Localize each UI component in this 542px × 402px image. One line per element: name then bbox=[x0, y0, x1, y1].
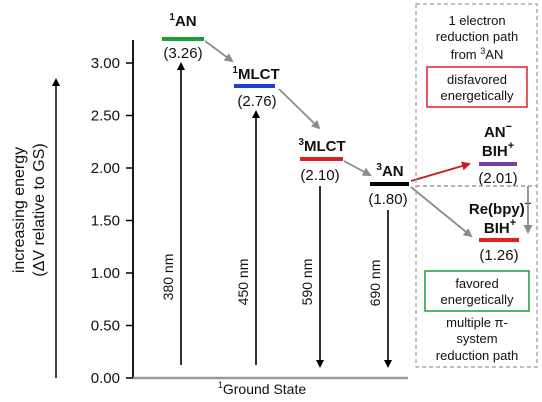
disfavored-line2: energetically bbox=[441, 88, 514, 103]
isc-arrow-3mlct-to-3an bbox=[343, 160, 372, 176]
bottom-caption-line3: reduction path bbox=[436, 348, 518, 363]
wavelength-label-380: 380 nm bbox=[160, 254, 176, 301]
level-label-re-bih-line2: BIH+ bbox=[484, 217, 516, 237]
reduction-arrow-3an-to-re-bih bbox=[410, 186, 473, 238]
level-value-1an: (3.26) bbox=[163, 45, 202, 62]
y-axis-ticks bbox=[126, 62, 133, 379]
bottom-panel-caption: multiple π- system reduction path bbox=[436, 315, 518, 363]
wavelength-label-590: 590 nm bbox=[299, 259, 315, 306]
y-tick-label: 1.00 bbox=[91, 265, 120, 282]
level-value-3mlct: (2.10) bbox=[300, 167, 339, 184]
wavelength-label-690: 690 nm bbox=[367, 260, 383, 307]
level-value-an-bih: (2.01) bbox=[478, 170, 517, 187]
bottom-caption-line1: multiple π- bbox=[446, 315, 508, 330]
y-axis-label-line2: (ΔV relative to GS) bbox=[31, 143, 48, 276]
top-panel-title: 1 electron reduction path from 3AN bbox=[436, 13, 518, 62]
level-label-1an: 1AN bbox=[169, 12, 196, 30]
reduction-arrow-3an-to-an-bih bbox=[410, 161, 471, 182]
level-label-1mlct: 1MLCT bbox=[232, 65, 279, 83]
disfavored-line1: disfavored bbox=[447, 72, 507, 87]
disfavored-box bbox=[426, 66, 528, 108]
y-axis-label-line1: increasing energy bbox=[11, 147, 28, 273]
level-value-1mlct: (2.76) bbox=[237, 93, 276, 110]
y-tick-label: 2.00 bbox=[91, 160, 120, 177]
y-tick-label: 2.50 bbox=[91, 108, 120, 125]
y-tick-label: 3.00 bbox=[91, 55, 120, 72]
y-tick-label: 0.50 bbox=[91, 318, 120, 335]
favored-line1: favored bbox=[455, 276, 498, 291]
level-label-re-bih-line1: Re(bpy)− bbox=[469, 198, 531, 218]
level-label-3an: 3AN bbox=[376, 162, 403, 180]
top-panel-title-line1: 1 electron bbox=[448, 13, 505, 28]
ground-state-label: 1Ground State bbox=[218, 380, 307, 397]
y-axis-tick-labels: 0.00 0.50 1.00 1.50 2.00 2.50 3.00 bbox=[91, 55, 120, 387]
y-tick-label: 1.50 bbox=[91, 213, 120, 230]
top-panel-title-line3: from 3AN bbox=[451, 46, 504, 62]
favored-line2: energetically bbox=[441, 292, 514, 307]
level-value-re-bih: (1.26) bbox=[479, 247, 518, 264]
level-label-3mlct: 3MLCT bbox=[298, 137, 345, 155]
y-tick-label: 0.00 bbox=[91, 370, 120, 387]
favored-box bbox=[424, 270, 530, 312]
top-panel-title-line2: reduction path bbox=[436, 29, 518, 44]
bottom-caption-line2: system bbox=[456, 331, 497, 346]
level-value-3an: (1.80) bbox=[368, 191, 407, 208]
level-label-an-bih-line2: BIH+ bbox=[482, 140, 514, 160]
level-label-an-bih-line1: AN− bbox=[484, 121, 512, 141]
isc-arrow-1mlct-to-3mlct bbox=[278, 88, 321, 130]
bottom-pathway-panel bbox=[415, 185, 538, 368]
wavelength-label-450: 450 nm bbox=[235, 259, 251, 306]
top-pathway-panel bbox=[415, 3, 538, 187]
isc-arrow-1an-to-1mlct bbox=[204, 40, 234, 63]
